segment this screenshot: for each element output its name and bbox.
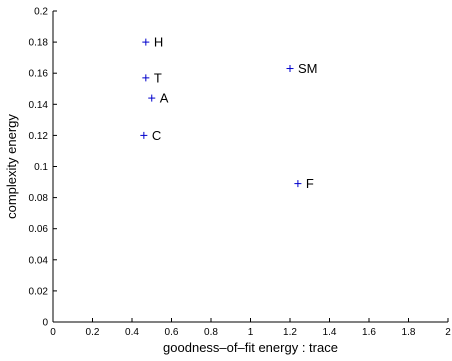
y-tick-label: 0.14 xyxy=(29,100,49,111)
data-point: SM xyxy=(286,61,318,76)
point-label: SM xyxy=(298,61,318,76)
y-tick-label: 0.04 xyxy=(29,255,49,266)
y-tick-label: 0.12 xyxy=(29,131,49,142)
y-tick-label: 0.18 xyxy=(29,38,49,49)
y-tick-label: 0 xyxy=(42,318,48,329)
x-tick-label: 0.4 xyxy=(125,327,139,338)
y-ticks: 0 0.02 0.04 0.06 0.08 0.1 0.12 0.14 0.16 0.18 0.2 xyxy=(29,7,57,329)
y-tick-label: 0.1 xyxy=(34,162,48,173)
axes xyxy=(52,11,448,323)
x-tick-label: 1.8 xyxy=(402,327,416,338)
point-label: A xyxy=(160,91,169,106)
data-point: A xyxy=(148,91,169,106)
data-point: H xyxy=(142,35,163,50)
x-tick-label: 0 xyxy=(50,327,56,338)
x-tick-label: 1.2 xyxy=(283,327,297,338)
point-label: F xyxy=(306,176,314,191)
y-tick-label: 0.06 xyxy=(29,224,49,235)
y-axis-label: complexity energy xyxy=(4,114,19,219)
x-tick-label: 0.6 xyxy=(165,327,179,338)
point-label: H xyxy=(154,35,163,50)
data-point: C xyxy=(140,128,161,143)
point-label: C xyxy=(152,128,161,143)
y-tick-label: 0.2 xyxy=(34,7,48,18)
x-ticks: 0 0.2 0.4 0.6 0.8 1 1.2 1.4 1.6 1.8 2 xyxy=(50,318,451,338)
data-point: F xyxy=(294,176,314,191)
x-tick-label: 1.4 xyxy=(323,327,337,338)
x-tick-label: 0.2 xyxy=(86,327,100,338)
data-point: T xyxy=(142,70,162,85)
x-tick-label: 2 xyxy=(445,327,451,338)
point-label: T xyxy=(154,70,162,85)
x-axis-label: goodness–of–fit energy : trace xyxy=(163,340,338,355)
y-tick-label: 0.08 xyxy=(29,193,49,204)
data-points: H TA C SM F xyxy=(140,35,318,191)
y-tick-label: 0.16 xyxy=(29,69,49,80)
x-tick-label: 1 xyxy=(248,327,254,338)
x-tick-label: 0.8 xyxy=(204,327,218,338)
x-tick-label: 1.6 xyxy=(362,327,376,338)
y-tick-label: 0.02 xyxy=(29,286,49,297)
